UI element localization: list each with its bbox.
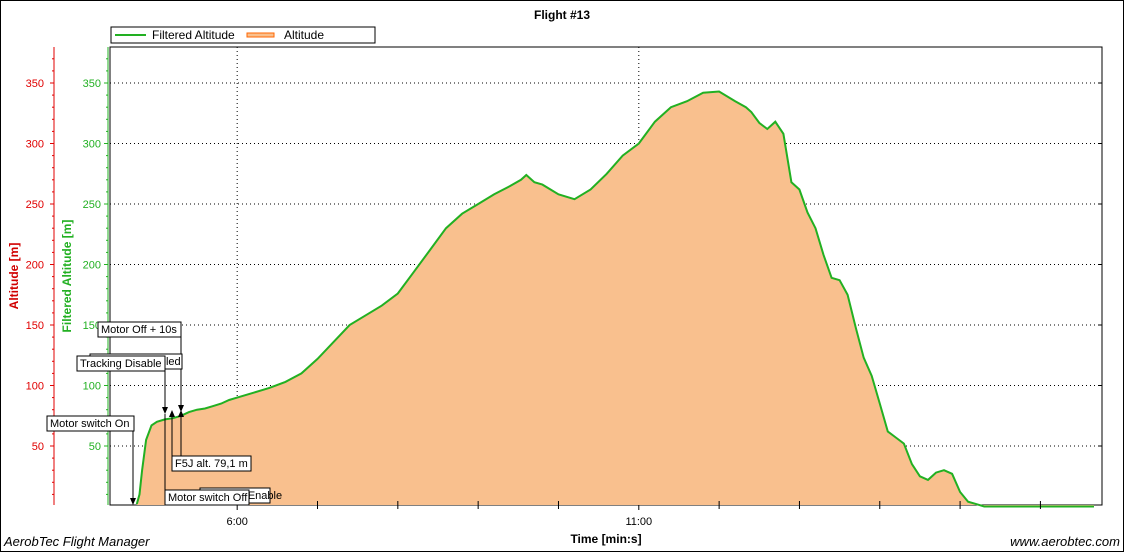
annotation-motor-switch-on: Motor switch On — [46, 415, 135, 432]
left-tick-label: 50 — [32, 441, 44, 453]
left-tick-label: 100 — [26, 381, 44, 393]
annotation-tracking-disabled-front: Tracking Disable — [76, 355, 166, 372]
footer-app-name: AerobTec Flight Manager — [3, 534, 150, 549]
legend-label-altitude: Altitude — [284, 28, 324, 42]
right-tick-label: 150 — [83, 320, 101, 332]
right-tick-label: 200 — [83, 260, 101, 272]
annotation-f5j-alt: F5J alt. 79,1 m — [171, 455, 252, 472]
x-tick-label: 6:00 — [226, 516, 247, 528]
left-tick-label: 350 — [26, 78, 44, 90]
annotation-tracking-disabled-front-box — [76, 355, 166, 372]
arrow-f5j-head — [169, 410, 175, 417]
arrow-motor-switch-on-head — [130, 498, 136, 505]
right-tick-label: 300 — [83, 139, 101, 151]
legend-swatch-altitude — [246, 32, 275, 38]
annotation-motor-switch-off-text: Motor switch Off — [168, 492, 248, 504]
x-tick-label: 11:00 — [625, 516, 652, 528]
altitude-area — [136, 91, 1095, 507]
x-axis-title: Time [min:s] — [570, 532, 641, 546]
annotation-motor-switch-off-box — [164, 489, 250, 506]
annotation-motor-off-10s: Motor Off + 10s — [97, 321, 182, 338]
arrow-f5j-2-head — [178, 410, 184, 417]
annotation-f5j-alt-box — [171, 455, 252, 472]
left-tick-label: 300 — [26, 139, 44, 151]
legend-label-filtered: Filtered Altitude — [152, 28, 235, 42]
filtered-altitude-line — [135, 90, 1094, 508]
legend: Filtered Altitude Altitude — [110, 26, 376, 44]
right-axis-title: Filtered Altitude [m] — [60, 220, 74, 333]
annotation-motor-off-10s-box — [97, 321, 182, 338]
right-tick-label: 350 — [83, 78, 101, 90]
left-tick-label: 150 — [26, 320, 44, 332]
annotation-motor-switch-off: Motor switch Off — [164, 489, 250, 506]
left-tick-label: 250 — [26, 199, 44, 211]
arrow-motor-off-10s-head — [178, 405, 184, 412]
left-tick-label: 200 — [26, 260, 44, 272]
left-axis-title: Altitude [m] — [7, 243, 21, 310]
right-tick-label: 50 — [89, 441, 101, 453]
chart-title: Flight #13 — [534, 8, 590, 22]
annotation-motor-off-10s-text: Motor Off + 10s — [101, 324, 177, 336]
footer-url: www.aerobtec.com — [1010, 534, 1120, 549]
annotation-motor-switch-on-box — [46, 415, 135, 432]
annotation-f5j-alt-text: F5J alt. 79,1 m — [175, 458, 248, 470]
right-tick-label: 100 — [83, 381, 101, 393]
annotation-tracking-disabled-front-text: Tracking Disable — [80, 358, 162, 370]
arrow-tracking-disabled-head — [162, 407, 168, 414]
annotation-motor-switch-on-text: Motor switch On — [50, 418, 129, 430]
legend-box — [110, 26, 376, 44]
right-tick-label: 250 — [83, 199, 101, 211]
